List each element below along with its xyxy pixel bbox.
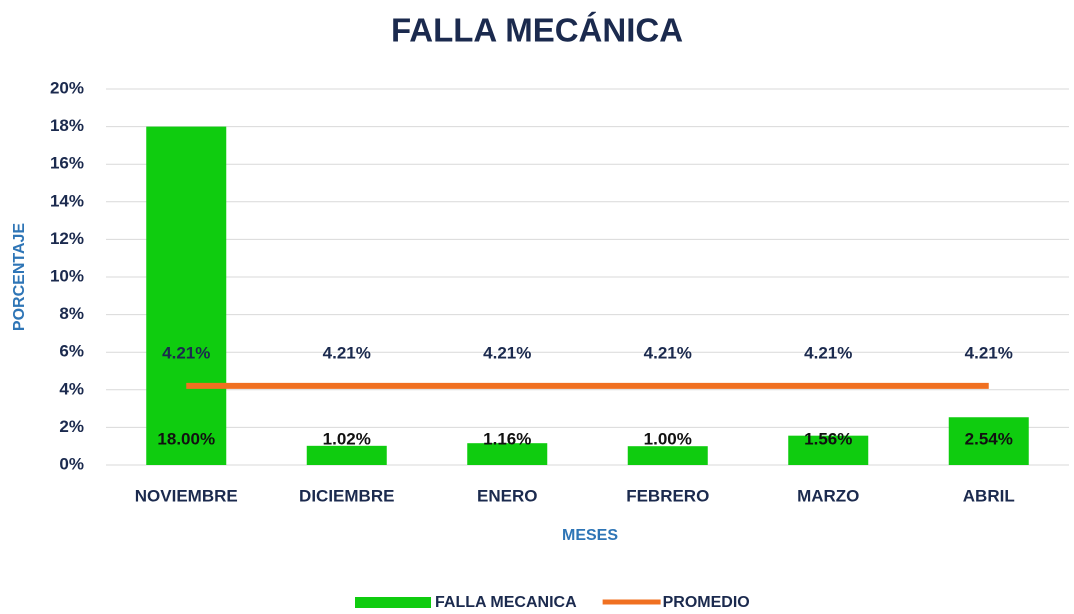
x-tick-label: ENERO (477, 486, 537, 505)
data-label: 1.00% (644, 429, 692, 448)
y-tick-label: 6% (59, 342, 84, 361)
data-label: 4.21% (323, 343, 371, 362)
data-label: 4.21% (162, 343, 210, 362)
legend-label: FALLA MECANICA (435, 594, 577, 611)
legend-label: PROMEDIO (663, 594, 750, 611)
data-label: 18.00% (157, 429, 215, 448)
bar (306, 445, 387, 465)
bar (788, 435, 869, 465)
bar (467, 443, 548, 465)
y-tick-label: 4% (59, 379, 84, 398)
bar (146, 126, 227, 465)
y-tick-label: 20% (50, 78, 84, 97)
y-tick-label: 0% (59, 454, 84, 473)
legend-swatch (355, 597, 431, 608)
x-tick-label: FEBRERO (626, 486, 709, 505)
x-axis-label: MESES (562, 527, 618, 544)
x-tick-label: MARZO (797, 486, 859, 505)
x-tick-label: DICIEMBRE (299, 486, 394, 505)
y-tick-label: 12% (50, 229, 84, 248)
data-label: 4.21% (965, 343, 1013, 362)
data-label: 2.54% (965, 429, 1013, 448)
y-tick-label: 18% (50, 116, 84, 135)
data-label: 4.21% (644, 343, 692, 362)
y-tick-label: 16% (50, 154, 84, 173)
x-tick-label: NOVIEMBRE (135, 486, 238, 505)
y-tick-label: 14% (50, 191, 84, 210)
data-label: 4.21% (804, 343, 852, 362)
data-label: 4.21% (483, 343, 531, 362)
bar (627, 446, 708, 465)
chart-title: FALLA MECÁNICA (391, 12, 683, 49)
y-axis-label: PORCENTAJE (11, 223, 28, 331)
data-label: 1.02% (323, 429, 371, 448)
data-label: 1.56% (804, 429, 852, 448)
bar (948, 417, 1029, 465)
y-tick-label: 2% (59, 417, 84, 436)
y-tick-label: 10% (50, 266, 84, 285)
data-label: 1.16% (483, 429, 531, 448)
y-tick-label: 8% (59, 304, 84, 323)
x-tick-label: ABRIL (963, 486, 1015, 505)
